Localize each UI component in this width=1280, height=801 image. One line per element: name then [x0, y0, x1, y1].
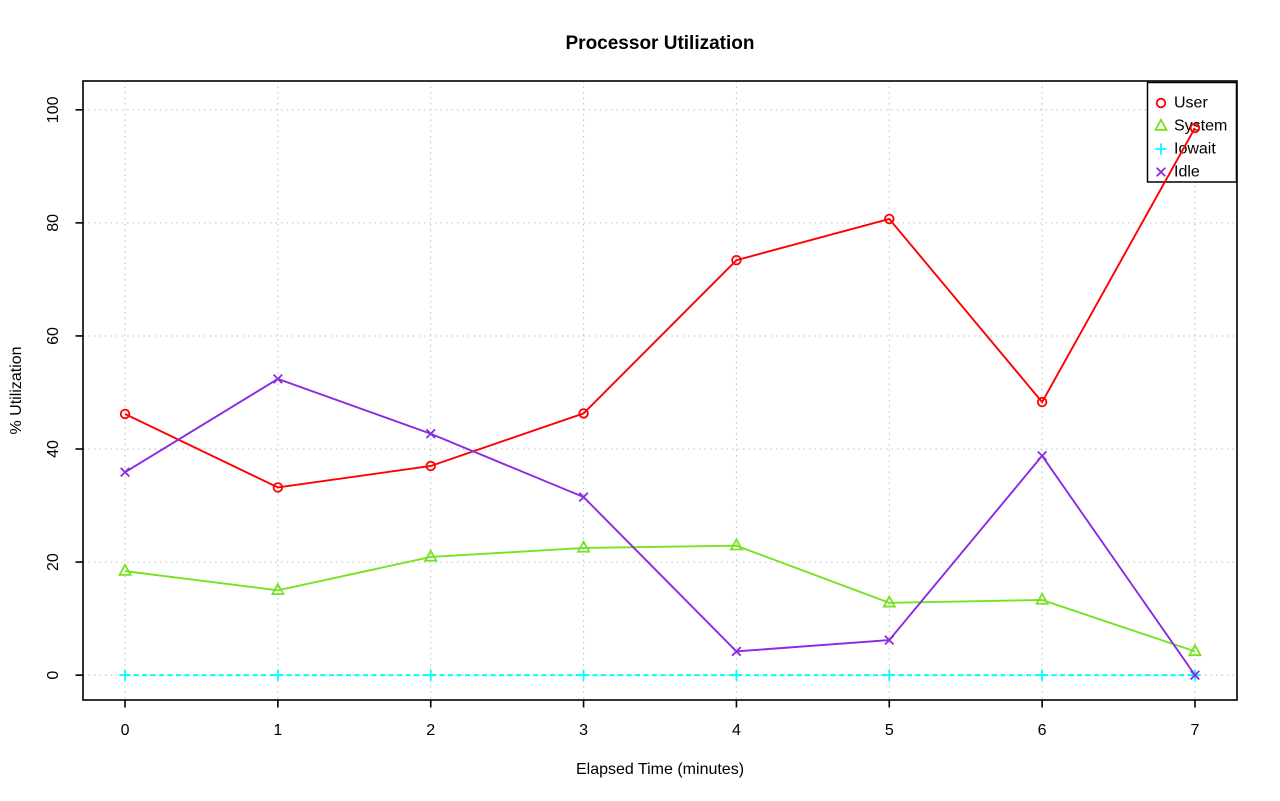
data-point-system [1187, 643, 1202, 657]
data-point-idle [731, 646, 742, 657]
legend-item-idle: Idle [1156, 164, 1200, 181]
data-point-idle [120, 467, 130, 478]
data-point-system [729, 537, 744, 551]
data-point-iowait [425, 669, 437, 681]
data-point-iowait [119, 669, 131, 681]
y-tick-label: 100 [45, 96, 62, 123]
data-point-system [270, 582, 285, 596]
data-point-iowait [1036, 669, 1048, 681]
x-tick-label: 1 [273, 722, 282, 739]
data-point-system [1035, 591, 1050, 605]
data-point-iowait [577, 669, 590, 681]
series-system [118, 537, 1202, 657]
data-point-user [578, 408, 589, 419]
x-tick-label: 3 [579, 722, 588, 739]
y-tick-label: 80 [45, 214, 62, 232]
x-tick-label: 6 [1038, 722, 1047, 739]
legend-label: Idle [1174, 164, 1200, 181]
axes: 0 1 2 3 4 5 6 7 0 20 40 60 80 100 [45, 96, 1200, 739]
data-point-system [882, 594, 897, 608]
data-point-idle [1037, 450, 1048, 461]
data-point-idle [578, 492, 589, 502]
user-marker-icon [1155, 97, 1167, 109]
data-point-user [1189, 122, 1201, 134]
grid [83, 81, 1237, 700]
x-tick-label: 7 [1191, 722, 1200, 739]
series-line-system [124, 544, 1196, 653]
system-marker-icon [1153, 117, 1169, 131]
series-line-user [124, 127, 1196, 489]
legend-label: User [1174, 95, 1208, 112]
y-tick-label: 0 [45, 671, 62, 680]
data-point-iowait [883, 669, 895, 681]
plot-box [82, 80, 1238, 701]
data-point-idle [1190, 670, 1200, 681]
data-point-system [576, 539, 591, 553]
idle-marker-icon [1156, 167, 1166, 177]
legend-item-user: User [1155, 95, 1208, 112]
y-tick-label: 20 [45, 553, 62, 571]
y-tick-label: 60 [45, 327, 62, 345]
iowait-marker-icon [1155, 143, 1167, 155]
data-point-user [884, 213, 895, 225]
data-point-iowait [730, 669, 743, 681]
data-point-user [1036, 396, 1048, 408]
data-point-system [423, 548, 438, 562]
chart-title: Processor Utilization [566, 33, 755, 54]
data-point-user [272, 482, 284, 493]
series-idle [120, 373, 1200, 681]
data-point-user [731, 254, 742, 266]
data-point-user [119, 408, 131, 420]
x-tick-label: 0 [121, 722, 130, 739]
data-point-idle [884, 635, 895, 646]
series-user [119, 122, 1201, 493]
data-point-idle [425, 428, 436, 439]
x-axis-title: Elapsed Time (minutes) [576, 761, 744, 778]
legend-item-system: System [1153, 117, 1227, 135]
series-iowait [119, 669, 1201, 681]
data-point-user [425, 460, 436, 472]
data-point-idle [272, 373, 283, 384]
legend-label: System [1174, 118, 1227, 135]
y-axis-title: % Utilization [8, 346, 25, 434]
x-tick-label: 5 [885, 722, 894, 739]
data-point-iowait [272, 669, 284, 681]
series-line-idle [124, 377, 1196, 676]
x-tick-label: 4 [732, 722, 741, 739]
y-tick-label: 40 [45, 440, 62, 458]
x-tick-label: 2 [426, 722, 435, 739]
data-point-system [118, 563, 133, 576]
